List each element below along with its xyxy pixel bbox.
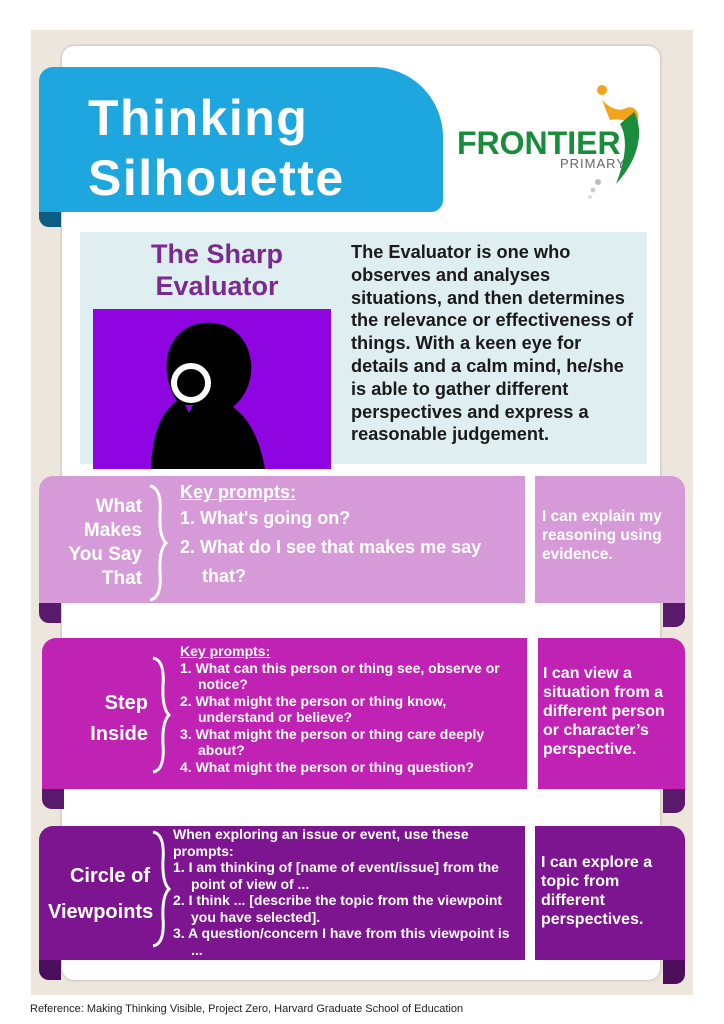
silhouette-magnifier-icon	[151, 322, 265, 469]
prompt-item: 1. What can this person or thing see, ob…	[180, 659, 500, 693]
section-2-fold	[42, 789, 64, 809]
prompt-item: 3. What might the person or thing care d…	[180, 725, 485, 759]
section-1-fold	[39, 603, 61, 623]
section-3-outcome-panel	[535, 826, 685, 960]
prompt-item: 2. What might the person or thing know, …	[180, 692, 447, 726]
prompt-item: 4. What might the person or thing questi…	[180, 758, 474, 775]
prompt-item: 3. A question/concern I have from this v…	[173, 925, 510, 958]
section-2-right-fold	[663, 789, 685, 813]
role-description: The Evaluator is one who observes and an…	[351, 242, 634, 445]
brace-icon	[152, 656, 171, 774]
section-3-prompts: When exploring an issue or event, use th…	[173, 826, 523, 958]
section-1-prompts: Key prompts: 1. What's going on? 2. What…	[180, 480, 520, 591]
section-1-intro: Key prompts:	[180, 482, 297, 502]
section-3-fold	[39, 960, 61, 980]
role-title: The Sharp Evaluator	[150, 239, 284, 301]
reference-note: Reference: Making Thinking Visible, Proj…	[30, 1003, 464, 1015]
section-1-outcome: I can explain my reasoning using evidenc…	[542, 508, 662, 563]
silhouette-image	[93, 309, 331, 469]
section-3-outcome: I can explore a topic from different per…	[541, 854, 653, 928]
title-banner	[39, 67, 443, 212]
prompt-item: 2. I think ... [describe the topic from …	[173, 892, 503, 925]
section-2-outcome-panel	[538, 638, 685, 789]
section-1-name: What Makes You Say That	[68, 496, 142, 589]
section-1-outcome-panel	[535, 476, 685, 603]
section-2-panel	[42, 638, 527, 789]
section-2-prompts: Key prompts: 1. What can this person or …	[180, 643, 525, 775]
section-2-name: Step Inside	[90, 692, 148, 745]
logo-wordmark: FRONTIER	[457, 125, 621, 161]
frontier-logo-icon	[588, 85, 640, 199]
section-3-right-fold	[663, 960, 685, 984]
section-3-name: Circle of Viewpoints	[48, 865, 154, 923]
section-2-intro: Key prompts:	[180, 643, 271, 659]
prompt-item: 1. I am thinking of [name of event/issue…	[173, 859, 499, 892]
section-2-outcome: I can view a situation from a different …	[543, 665, 665, 758]
section-1-panel	[39, 476, 525, 603]
poster-title: Thinking Silhouette	[88, 90, 345, 206]
prompt-item: 2. What do I see that makes me say that?	[180, 537, 482, 586]
section-1-right-fold	[663, 603, 685, 627]
prompt-item: 1. What's going on?	[180, 508, 351, 528]
brace-icon	[149, 484, 168, 602]
brace-icon	[152, 830, 171, 948]
section-3-intro: When exploring an issue or event, use th…	[173, 826, 469, 859]
section-3-panel	[39, 826, 525, 960]
logo-subtitle: PRIMARY	[560, 156, 626, 171]
title-banner-fold	[39, 211, 61, 227]
